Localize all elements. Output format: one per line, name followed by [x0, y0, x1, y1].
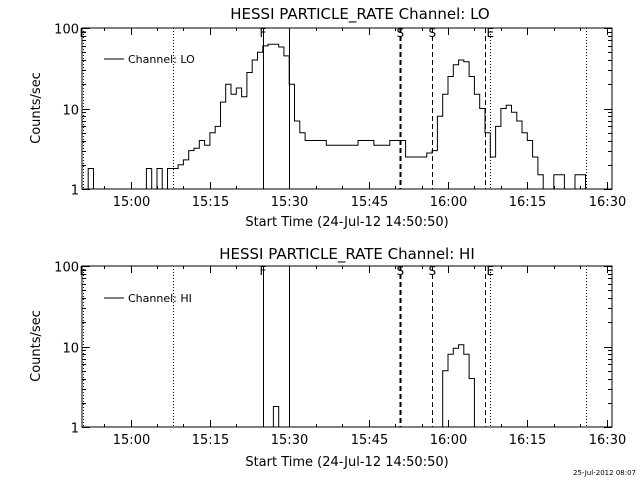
event-markers: EFSSE	[80, 264, 587, 427]
event-marker-label: E	[487, 264, 495, 278]
chart-panel-lo: HESSI PARTICLE_RATE Channel: LO EFSSE 15…	[29, 5, 626, 230]
event-marker-label: F	[260, 26, 267, 40]
chart-panel-hi: HESSI PARTICLE_RATE Channel: HI EFSSE 15…	[29, 245, 626, 470]
series-line-hi	[268, 344, 475, 428]
x-axis-label: Start Time (24-Jul-12 14:50:50)	[245, 215, 448, 230]
legend: Channel: HI	[104, 292, 192, 305]
y-tick-label: 100	[54, 261, 79, 276]
plot-frame	[81, 265, 613, 428]
x-tick-label: 16:30	[589, 195, 626, 210]
x-tick-label: 15:45	[351, 433, 388, 448]
legend-entry: Channel: HI	[128, 292, 192, 305]
x-tick-label: 16:15	[509, 433, 546, 448]
x-tick-label: 15:15	[192, 433, 229, 448]
event-marker-label: F	[260, 264, 267, 278]
x-tick-label: 16:30	[589, 433, 626, 448]
axis-ticks: 15:00 15:15 15:30 15:45 16:00 16:15 16:30 1 10 10…	[54, 23, 626, 211]
y-tick-label: 10	[62, 104, 79, 119]
x-tick-label: 15:00	[113, 195, 150, 210]
event-marker-label: E	[487, 26, 495, 40]
x-tick-label: 16:00	[430, 433, 467, 448]
plot-frame	[81, 27, 613, 190]
y-tick-label: 100	[54, 23, 79, 38]
legend-entry: Channel: LO	[128, 53, 195, 66]
x-tick-label: 15:15	[192, 195, 229, 210]
chart-title: HESSI PARTICLE_RATE Channel: HI	[219, 245, 475, 264]
chart-title: HESSI PARTICLE_RATE Channel: LO	[230, 5, 489, 24]
event-marker-label: S	[429, 264, 437, 278]
event-marker-label: S	[397, 264, 405, 278]
timestamp: 25-Jul-2012 08:07	[573, 469, 636, 477]
axis-ticks: 15:00 15:15 15:30 15:45 16:00 16:15 16:30 1 10 10…	[54, 261, 626, 449]
y-axis-label: Counts/sec	[29, 310, 44, 382]
x-tick-label: 15:00	[113, 433, 150, 448]
event-markers: EFSSE	[80, 26, 587, 189]
x-tick-label: 16:15	[509, 195, 546, 210]
y-tick-label: 1	[71, 184, 79, 199]
event-marker-label: S	[397, 26, 405, 40]
x-tick-label: 15:30	[271, 195, 308, 210]
legend: Channel: LO	[104, 53, 195, 66]
y-tick-label: 1	[71, 422, 79, 437]
event-marker-label: S	[429, 26, 437, 40]
x-tick-label: 15:30	[271, 433, 308, 448]
series-line-lo	[82, 43, 586, 190]
x-tick-label: 15:45	[351, 195, 388, 210]
x-axis-label: Start Time (24-Jul-12 14:50:50)	[245, 455, 448, 470]
x-tick-label: 16:00	[430, 195, 467, 210]
y-axis-label: Counts/sec	[29, 72, 44, 144]
y-tick-label: 10	[62, 342, 79, 357]
